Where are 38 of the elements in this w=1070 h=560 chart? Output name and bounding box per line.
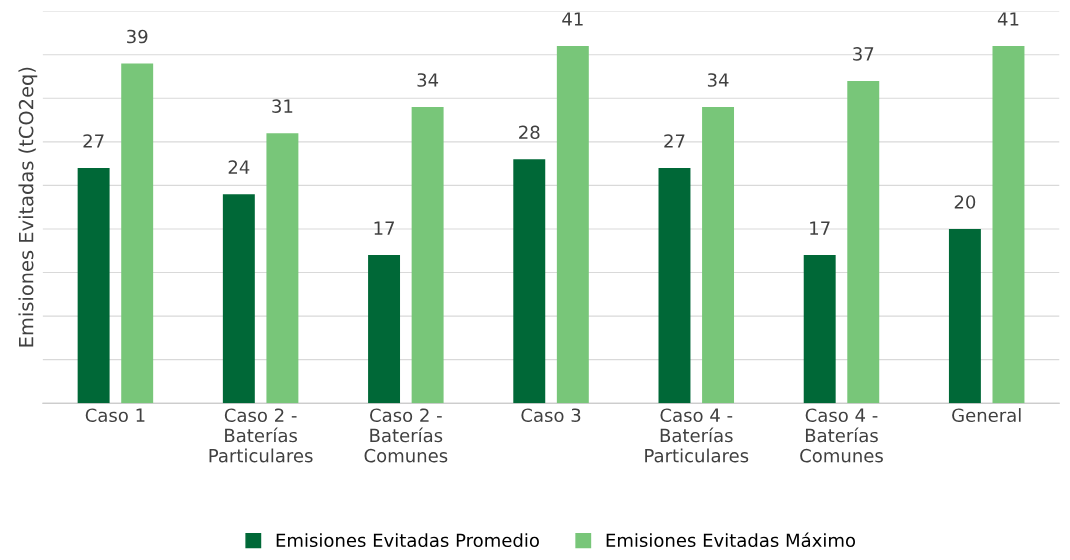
data-label: 28 [519, 125, 540, 140]
legend-label: Emisiones Evitadas Máximo [606, 532, 856, 548]
data-label: 27 [83, 134, 104, 148]
data-label: 17 [374, 221, 394, 235]
y-axis-title: Emisiones Evitadas (tCO2eq) [18, 67, 38, 347]
bar [948, 228, 981, 404]
data-label: 24 [228, 160, 250, 174]
x-tick-label: Caso 3 [521, 408, 581, 423]
bar [702, 107, 735, 404]
legend-label: Emisiones Evitadas Promedio [276, 533, 539, 548]
bar [513, 159, 546, 404]
bar [847, 80, 880, 404]
x-tick-label: Caso 1 [85, 408, 145, 423]
bar [658, 168, 691, 404]
x-tick-label: Caso 4 - Baterías Particulares [645, 408, 749, 463]
data-label: 17 [810, 221, 830, 235]
bar [556, 46, 589, 404]
data-label: 41 [997, 12, 1019, 26]
bar [368, 255, 401, 404]
bar [121, 63, 154, 404]
x-tick-label: Caso 2 - Baterías Particulares [209, 408, 313, 463]
bar [803, 255, 836, 404]
data-label: 34 [707, 73, 729, 87]
data-label: 27 [664, 134, 685, 148]
bar [77, 168, 110, 404]
x-tick-label: Caso 4 - Baterías Comunes [800, 408, 883, 463]
x-tick-label: Caso 2 - Baterías Comunes [364, 408, 448, 463]
data-label: 37 [853, 47, 874, 61]
data-label: 39 [127, 29, 148, 44]
x-tick-label: General [952, 408, 1021, 423]
bar [266, 133, 299, 404]
data-label: 41 [562, 12, 583, 26]
bar [992, 46, 1025, 404]
data-label: 31 [272, 99, 293, 113]
bar [222, 194, 255, 404]
bar [411, 107, 444, 404]
data-label: 20 [954, 195, 976, 209]
data-label: 34 [417, 73, 439, 87]
